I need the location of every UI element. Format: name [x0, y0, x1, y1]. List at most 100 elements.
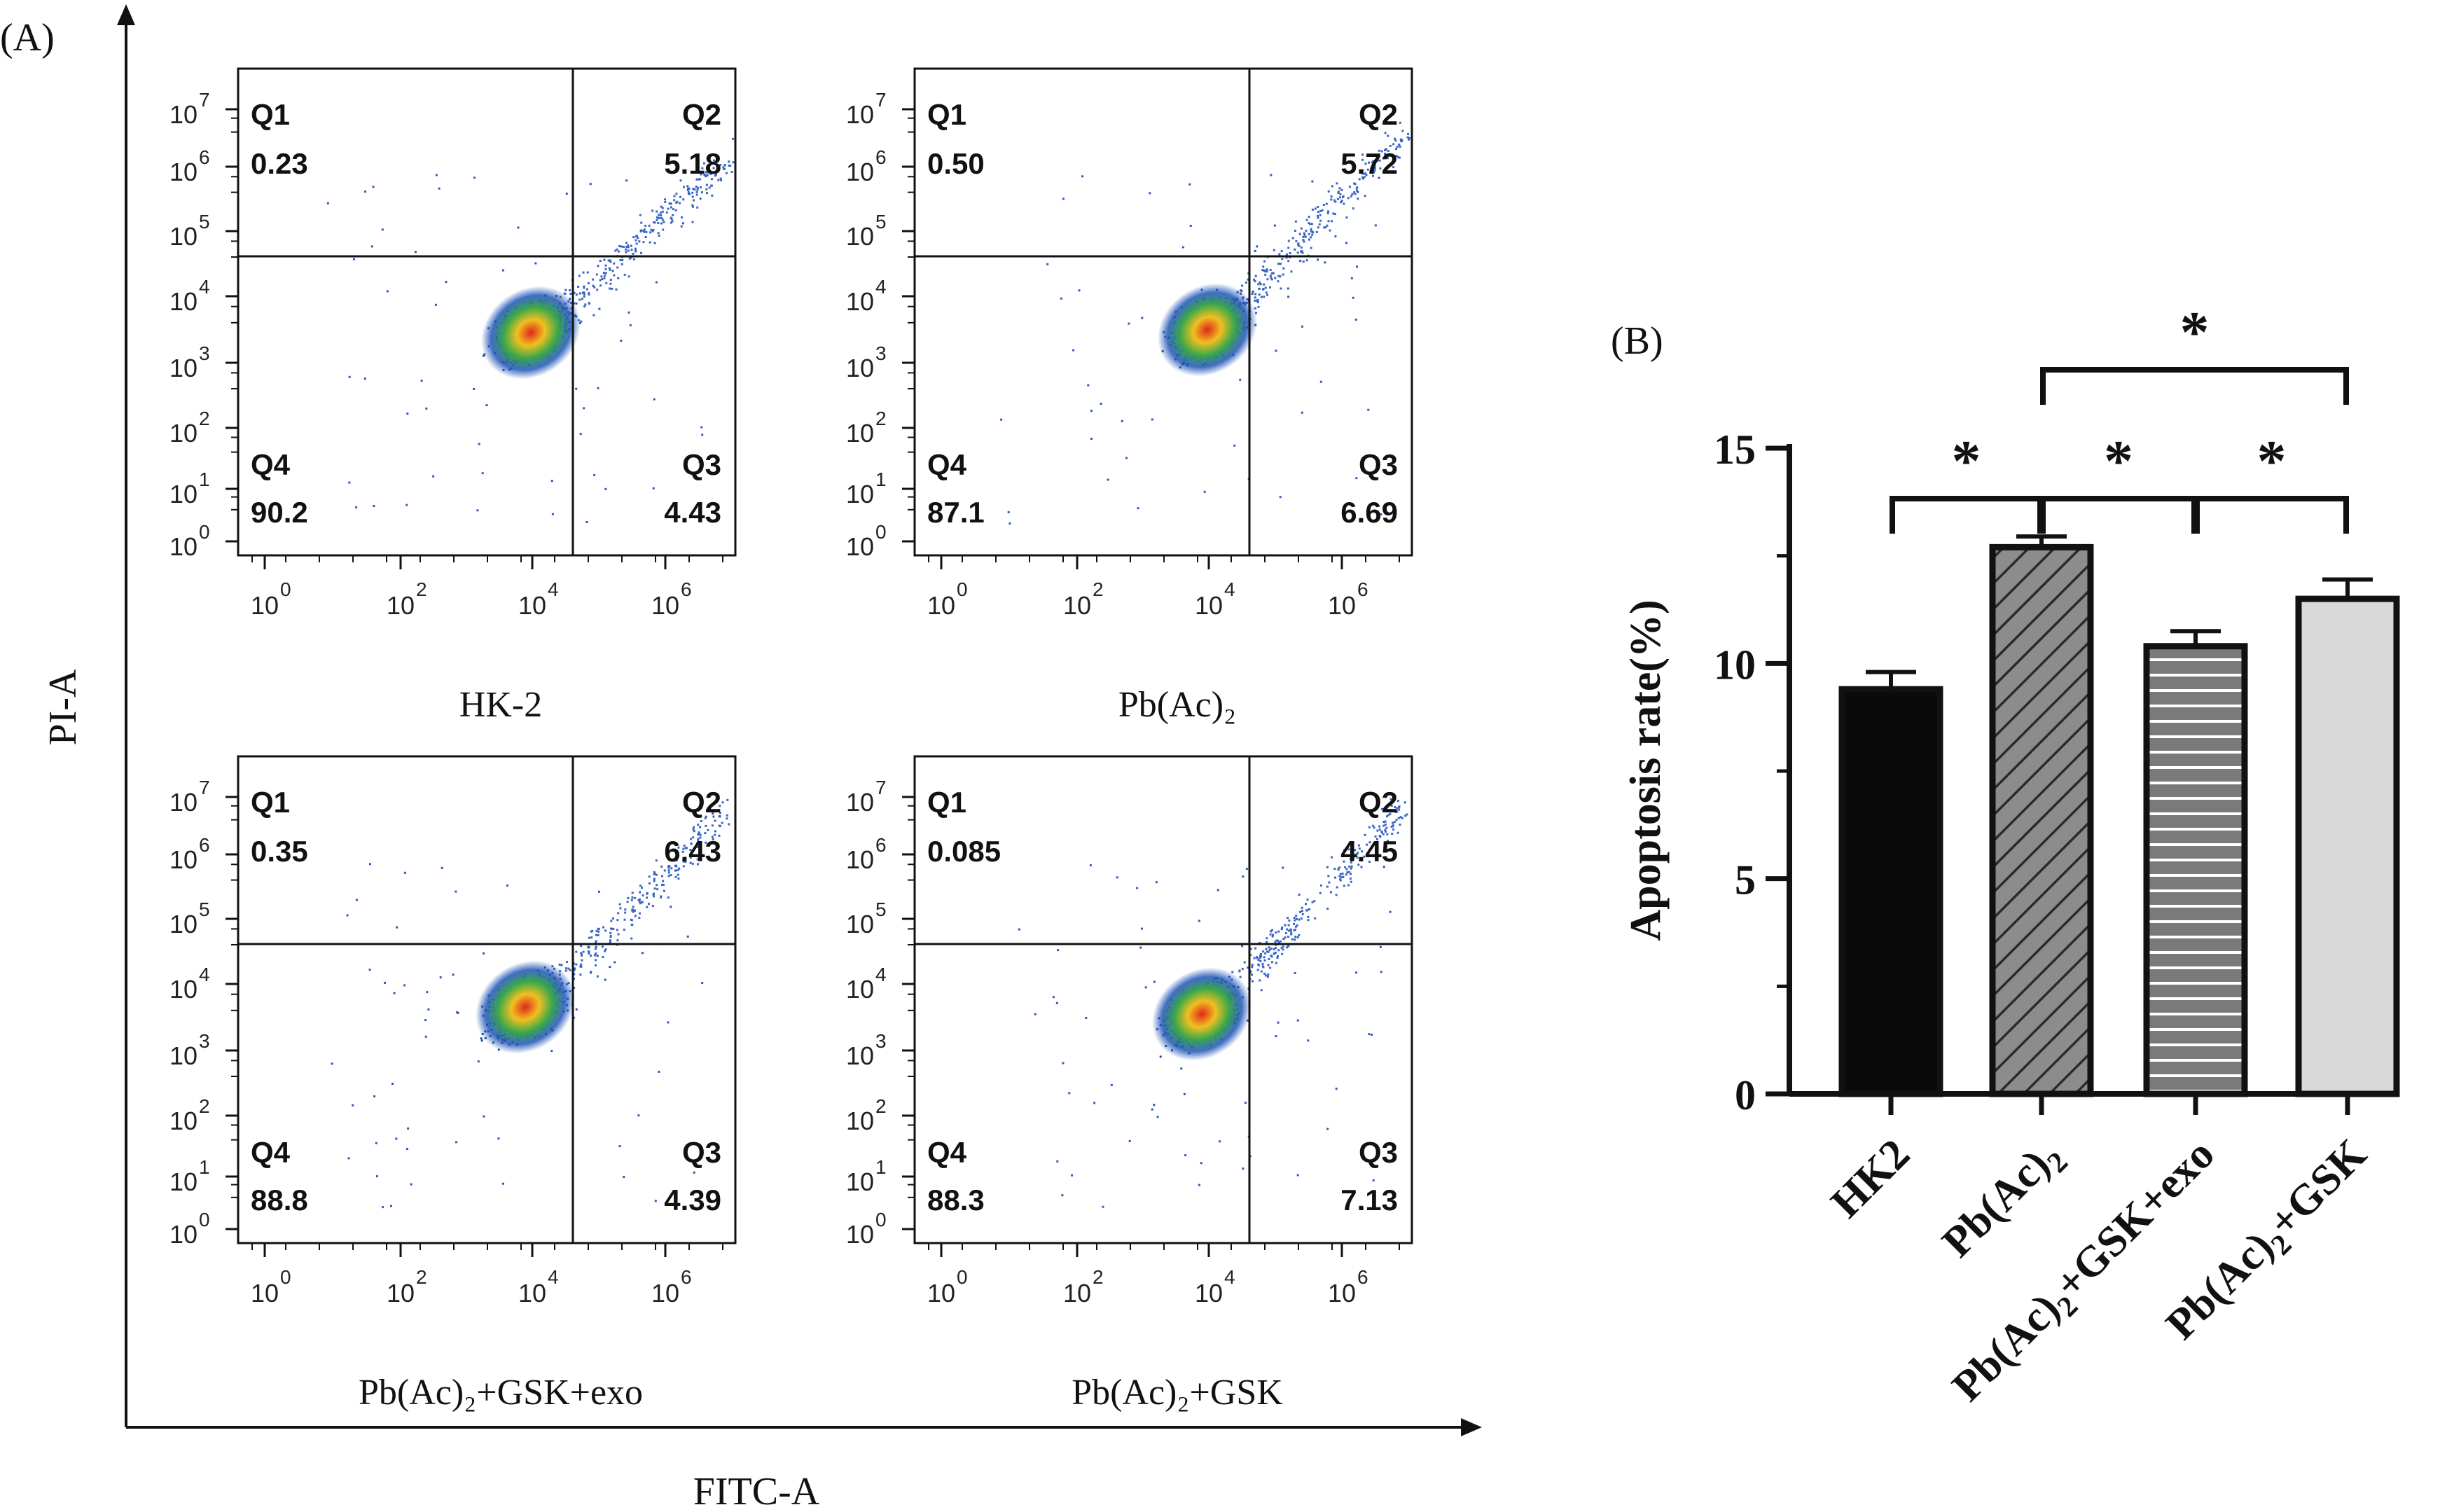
scatter-dot — [660, 896, 662, 899]
scatter-dot — [1287, 924, 1290, 927]
y-tick-exponent: 4 — [875, 964, 887, 985]
scatter-dot — [712, 838, 714, 840]
x-tick-exponent: 4 — [1224, 578, 1235, 600]
x-tick-label: 10 — [651, 591, 679, 620]
scatter-dot — [1318, 223, 1321, 226]
scatter-dot — [1356, 265, 1359, 268]
scatter-dot — [686, 935, 689, 938]
scatter-dot — [645, 230, 648, 233]
scatter-dot — [1300, 246, 1303, 249]
scatter-dot — [1360, 866, 1363, 868]
scatter-dot — [1266, 270, 1268, 272]
scatter-dot — [689, 861, 692, 864]
scatter-dot — [1265, 948, 1268, 950]
scatter-dot — [1317, 226, 1319, 229]
scatter-dot — [630, 899, 633, 901]
scatter-dot — [714, 819, 716, 822]
scatter-dot — [1269, 966, 1272, 969]
scatter-dot — [1081, 175, 1084, 178]
flow-plot: Q10.35Q26.43Q488.8Q34.391001011021031041… — [169, 755, 737, 1413]
scatter-dot — [1379, 835, 1382, 838]
y-tick-label: 15 — [1714, 426, 1756, 473]
scatter-dot — [1100, 403, 1102, 405]
scatter-dot — [1121, 419, 1123, 422]
scatter-dot — [1251, 964, 1254, 966]
scatter-dot — [1276, 957, 1279, 959]
scatter-dot — [1359, 858, 1362, 861]
y-tick-label: 10 — [169, 1167, 197, 1196]
scatter-dot — [635, 239, 637, 242]
scatter-dot — [1295, 240, 1298, 242]
scatter-dot — [1367, 408, 1370, 411]
scatter-dot — [1153, 1104, 1156, 1107]
panel-a-y-arrowhead — [117, 4, 135, 25]
scatter-dot — [1156, 1116, 1159, 1118]
significance-bracket: * — [2040, 300, 2349, 405]
scatter-dot — [1263, 296, 1266, 298]
scatter-dot — [1263, 283, 1266, 286]
scatter-dot — [1277, 949, 1280, 952]
scatter-dot — [609, 927, 612, 930]
scatter-dot — [476, 509, 479, 512]
scatter-dot — [1381, 807, 1384, 810]
scatter-dot — [585, 521, 588, 523]
scatter-dot — [1260, 989, 1263, 992]
scatter-dot — [485, 404, 488, 407]
scatter-dot — [1326, 885, 1329, 888]
scatter-dot — [1107, 478, 1109, 481]
scatter-dot — [609, 287, 611, 290]
scatter-dot — [1353, 182, 1356, 185]
scatter-dot — [1290, 931, 1293, 934]
plot-frame — [913, 67, 1413, 557]
scatter-dot — [1406, 136, 1409, 139]
scatter-dot — [616, 248, 618, 251]
scatter-dot — [1350, 873, 1352, 875]
scatter-dot — [395, 1137, 398, 1140]
scatter-dot — [698, 461, 701, 464]
scatter-dot — [1090, 410, 1093, 412]
y-axis-label: Apoptosis rate(%) — [1622, 599, 1670, 941]
scatter-dot — [355, 899, 358, 901]
scatter-dot — [1350, 861, 1352, 863]
scatter-dot — [1018, 928, 1020, 931]
scatter-dot — [1286, 928, 1289, 931]
scatter-dot — [575, 387, 578, 390]
scatter-dot — [663, 221, 665, 223]
scatter-dot — [1398, 144, 1401, 146]
scatter-dot — [574, 967, 576, 970]
scatter-dot — [618, 903, 621, 906]
scatter-dot — [1317, 206, 1319, 208]
scatter-dot — [1198, 1184, 1200, 1186]
y-tick-label: 10 — [846, 419, 874, 448]
scatter-dot — [558, 963, 561, 966]
scatter-dot — [728, 160, 730, 163]
scatter-dot — [601, 278, 604, 281]
scatter-dot — [1254, 296, 1256, 299]
scatter-dot — [623, 1176, 625, 1179]
scatter-dot — [1307, 1039, 1310, 1042]
scatter-dot — [667, 869, 670, 872]
scatter-dot — [587, 945, 590, 948]
bar — [2295, 595, 2400, 1097]
scatter-dot — [1149, 192, 1151, 195]
scatter-dot — [1268, 957, 1270, 960]
scatter-dot — [1343, 202, 1345, 205]
scatter-dot — [1340, 200, 1343, 202]
scatter-dot — [1261, 962, 1264, 965]
scatter-dot — [627, 897, 630, 899]
scatter-dot — [1354, 318, 1357, 321]
scatter-dot — [1333, 199, 1336, 202]
scatter-dot — [604, 950, 606, 952]
scatter-dot — [481, 472, 484, 475]
scatter-dot — [670, 906, 672, 908]
scatter-dot — [506, 884, 508, 887]
scatter-dot — [1390, 825, 1393, 828]
scatter-dot — [1387, 150, 1389, 152]
q4-value: 90.2 — [251, 496, 308, 529]
scatter-dot — [619, 907, 622, 910]
scatter-dot — [707, 171, 709, 174]
scatter-dot — [597, 927, 599, 930]
scatter-dot — [410, 1183, 413, 1186]
scatter-dot — [695, 190, 698, 193]
